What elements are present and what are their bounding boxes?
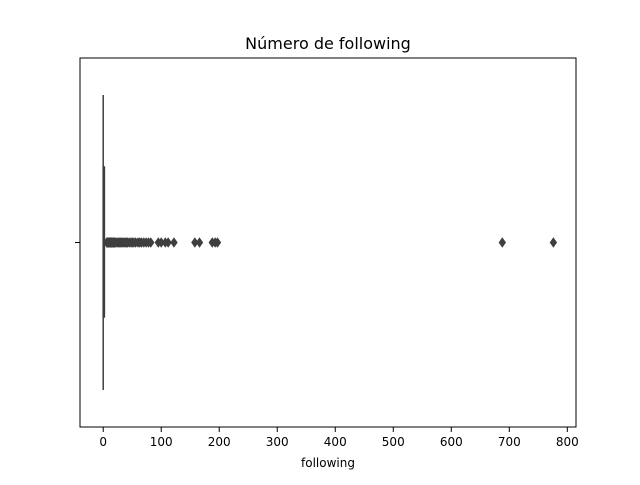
outlier-point bbox=[170, 237, 178, 248]
x-tick-label: 100 bbox=[150, 435, 173, 449]
plot-area bbox=[102, 95, 558, 390]
x-tick-label: 700 bbox=[498, 435, 521, 449]
outlier-point bbox=[549, 237, 558, 248]
x-axis-label: following bbox=[301, 456, 355, 470]
outlier-point bbox=[498, 237, 507, 248]
outlier-point bbox=[213, 237, 222, 248]
outlier-point bbox=[195, 237, 204, 248]
x-tick-label: 200 bbox=[208, 435, 231, 449]
x-tick-label: 800 bbox=[556, 435, 579, 449]
x-tick-label: 0 bbox=[99, 435, 107, 449]
x-axis: 0 100 200 300 400 500 600 700 800 bbox=[99, 427, 579, 449]
x-tick-label: 400 bbox=[324, 435, 347, 449]
outlier-point bbox=[147, 237, 155, 248]
x-tick-label: 300 bbox=[266, 435, 289, 449]
x-tick-label: 500 bbox=[382, 435, 405, 449]
outlier-point bbox=[164, 237, 172, 248]
chart-title: Número de following bbox=[245, 34, 411, 53]
x-tick-label: 600 bbox=[440, 435, 463, 449]
